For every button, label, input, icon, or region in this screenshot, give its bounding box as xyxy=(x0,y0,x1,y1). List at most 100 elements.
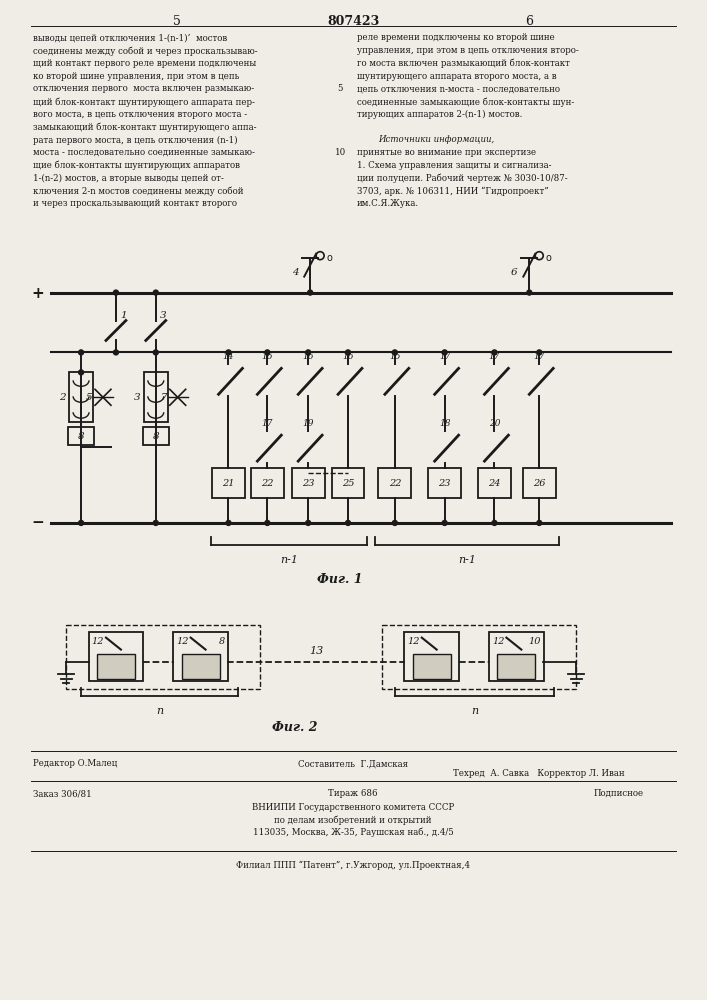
Bar xyxy=(68,427,94,445)
Text: 24: 24 xyxy=(489,479,501,488)
Text: ключения 2-n мостов соединены между собой: ключения 2-n мостов соединены между собо… xyxy=(33,186,244,196)
Text: 2: 2 xyxy=(59,393,66,402)
Text: 11: 11 xyxy=(509,661,523,671)
Bar xyxy=(143,427,169,445)
Bar xyxy=(489,632,544,681)
Text: 20: 20 xyxy=(489,419,500,428)
Text: 17: 17 xyxy=(262,419,273,428)
Text: и через проскальзывающий контакт второго: и через проскальзывающий контакт второго xyxy=(33,199,238,208)
Bar xyxy=(251,468,284,498)
Text: o: o xyxy=(545,253,551,263)
Text: n-1: n-1 xyxy=(280,555,298,565)
Circle shape xyxy=(492,520,497,525)
Bar xyxy=(332,468,364,498)
Bar xyxy=(88,632,144,681)
Text: 5: 5 xyxy=(337,84,343,93)
Text: 14: 14 xyxy=(223,352,234,361)
Text: −: − xyxy=(32,515,45,530)
Text: моста - последовательно соединенные замыкаю-: моста - последовательно соединенные замы… xyxy=(33,148,255,157)
Text: цепь отключения n-моста - последовательно: цепь отключения n-моста - последовательн… xyxy=(357,84,560,93)
Text: 11: 11 xyxy=(109,661,123,671)
Circle shape xyxy=(537,520,542,525)
Text: n: n xyxy=(156,706,163,716)
Text: 19: 19 xyxy=(303,419,314,428)
Circle shape xyxy=(492,350,497,355)
Bar xyxy=(97,654,135,679)
Bar xyxy=(66,625,260,689)
Text: Филиал ППП “Патент”, г.Ужгород, ул.Проектная,4: Филиал ППП “Патент”, г.Ужгород, ул.Проек… xyxy=(236,861,470,870)
Text: 8: 8 xyxy=(153,432,159,441)
Text: 6: 6 xyxy=(525,15,533,28)
Text: Редактор О.Малец: Редактор О.Малец xyxy=(33,759,117,768)
Circle shape xyxy=(113,290,119,295)
Circle shape xyxy=(153,350,158,355)
Circle shape xyxy=(392,520,397,525)
Circle shape xyxy=(392,350,397,355)
Bar xyxy=(212,468,245,498)
Text: 16: 16 xyxy=(262,352,273,361)
Circle shape xyxy=(78,350,83,355)
Text: 113035, Москва, Ж-35, Раушская наб., д.4/5: 113035, Москва, Ж-35, Раушская наб., д.4… xyxy=(252,827,453,837)
Text: соединенные замыкающие блок-контакты шун-: соединенные замыкающие блок-контакты шун… xyxy=(357,97,574,107)
Text: ВНИИПИ Государственного комитета СССР: ВНИИПИ Государственного комитета СССР xyxy=(252,803,454,812)
Circle shape xyxy=(153,290,158,295)
Text: 23: 23 xyxy=(302,479,315,488)
Text: тирующих аппаратов 2-(n-1) мостов.: тирующих аппаратов 2-(n-1) мостов. xyxy=(357,110,522,119)
Text: 11: 11 xyxy=(425,661,439,671)
Text: 807423: 807423 xyxy=(327,15,379,28)
Text: Источники информации,: Источники информации, xyxy=(378,135,495,144)
Text: щий блок-контакт шунтирующего аппарата пер-: щий блок-контакт шунтирующего аппарата п… xyxy=(33,97,255,107)
Text: 3: 3 xyxy=(134,393,141,402)
Text: 1: 1 xyxy=(120,312,127,320)
Text: 16: 16 xyxy=(342,352,354,361)
Text: вого моста, в цепь отключения второго моста -: вого моста, в цепь отключения второго мо… xyxy=(33,110,247,119)
Circle shape xyxy=(537,350,542,355)
Text: 3703, арк. № 106311, НИИ “Гидропроект”: 3703, арк. № 106311, НИИ “Гидропроект” xyxy=(357,186,549,196)
Text: Заказ 306/81: Заказ 306/81 xyxy=(33,789,92,798)
Text: 4: 4 xyxy=(291,268,298,277)
Text: +: + xyxy=(32,286,45,301)
Text: 12: 12 xyxy=(176,637,189,646)
Text: 16: 16 xyxy=(303,352,314,361)
Circle shape xyxy=(346,520,351,525)
Text: 25: 25 xyxy=(341,479,354,488)
Bar xyxy=(378,468,411,498)
Text: Фиг. 2: Фиг. 2 xyxy=(272,721,318,734)
Bar xyxy=(523,468,556,498)
Text: ции полуцепи. Рабочий чертеж № 3030-10/87-: ции полуцепи. Рабочий чертеж № 3030-10/8… xyxy=(357,174,568,183)
Text: Фиг. 1: Фиг. 1 xyxy=(317,573,363,586)
Text: 6: 6 xyxy=(510,268,518,277)
Text: Тираж 686: Тираж 686 xyxy=(328,789,378,798)
Circle shape xyxy=(527,290,532,295)
Bar xyxy=(413,654,450,679)
Text: щий контакт первого реле времени подключены: щий контакт первого реле времени подключ… xyxy=(33,59,257,68)
Text: 22: 22 xyxy=(389,479,401,488)
Text: n: n xyxy=(471,706,478,716)
Text: соединены между собой и через проскальзываю-: соединены между собой и через проскальзы… xyxy=(33,46,258,56)
Text: n-1: n-1 xyxy=(458,555,476,565)
Text: 23: 23 xyxy=(438,479,451,488)
Text: щие блок-контакты шунтирующих аппаратов: щие блок-контакты шунтирующих аппаратов xyxy=(33,161,240,170)
Text: 21: 21 xyxy=(222,479,235,488)
Text: 17: 17 xyxy=(439,352,450,361)
Circle shape xyxy=(226,350,231,355)
Bar xyxy=(498,654,535,679)
Text: 12: 12 xyxy=(407,637,420,646)
Bar xyxy=(478,468,511,498)
Text: 13: 13 xyxy=(309,646,323,656)
Text: 17: 17 xyxy=(534,352,545,361)
Text: по делам изобретений и открытий: по делам изобретений и открытий xyxy=(274,815,432,825)
Bar xyxy=(382,625,576,689)
Text: o: o xyxy=(326,253,332,263)
Text: 10: 10 xyxy=(334,148,346,157)
Text: го моста включен размыкающий блок-контакт: го моста включен размыкающий блок-контак… xyxy=(357,59,570,68)
Bar xyxy=(292,468,325,498)
Text: замыкающий блок-контакт шунтирующего аппа-: замыкающий блок-контакт шунтирующего апп… xyxy=(33,123,257,132)
Text: 12: 12 xyxy=(91,637,104,646)
Text: выводы цепей отключения 1-(n-1)’  мостов: выводы цепей отключения 1-(n-1)’ мостов xyxy=(33,33,228,42)
Text: управления, при этом в цепь отключения второ-: управления, при этом в цепь отключения в… xyxy=(357,46,579,55)
Bar xyxy=(69,372,93,422)
Circle shape xyxy=(308,290,312,295)
Text: шунтирующего аппарата второго моста, а в: шунтирующего аппарата второго моста, а в xyxy=(357,72,556,81)
Text: 11: 11 xyxy=(194,661,208,671)
